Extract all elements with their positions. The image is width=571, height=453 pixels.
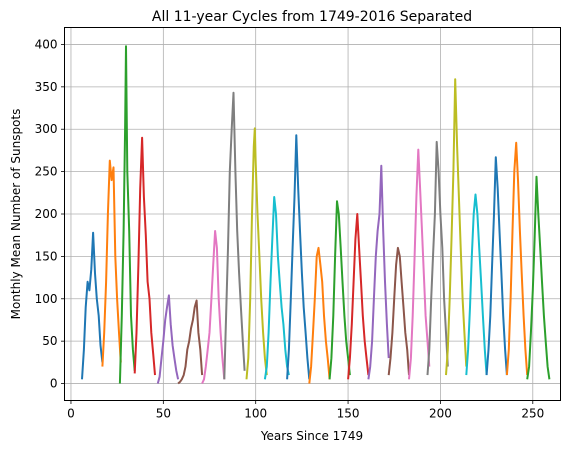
y-tick-label: 0 [50,377,58,391]
cycle-series-line [526,175,551,380]
y-tick-label: 50 [42,334,57,348]
y-tick-label: 300 [35,122,58,136]
cycle-series-line [426,140,449,376]
chart-title: All 11-year Cycles from 1749-2016 Separa… [152,9,472,25]
x-tick-label: 250 [521,407,544,421]
x-tick-label: 50 [156,407,171,421]
cycle-series-line [465,193,488,376]
ticks: 0 50 100 150 200 250 0 50 100 150 200 250 300 350 400 [35,37,545,420]
cycle-series-line [245,127,268,380]
cycle-series-line [81,231,104,380]
x-tick-label: 0 [67,407,75,421]
cycle-series-line [445,78,468,376]
cycle-series-line [347,213,370,380]
y-tick-label: 100 [35,292,58,306]
cycle-series-line [118,45,136,384]
cycle-series-line [367,164,390,380]
y-tick-label: 250 [35,165,58,179]
cycle-series-line [505,141,529,376]
cycle-series-line [286,134,311,380]
y-tick-label: 350 [35,80,58,94]
cycle-series-line [156,294,180,384]
cycle-series-line [177,299,204,385]
cycle-series-line [223,91,246,380]
cycle-series-line [201,230,226,384]
cycle-series-line [408,148,431,380]
y-axis-label: Monthly Mean Number of Sunspots [9,109,23,320]
x-tick-label: 100 [244,407,267,421]
cycle-series-line [263,196,290,380]
cycle-series-line [485,156,508,376]
x-tick-label: 200 [429,407,452,421]
x-axis-label: Years Since 1749 [260,429,363,443]
x-tick-label: 150 [337,407,360,421]
y-tick-label: 200 [35,207,58,221]
y-tick-label: 400 [35,37,58,51]
cycle-series-line [328,200,351,380]
cycle-series-line [387,246,410,376]
cycle-series-line [308,246,331,384]
y-tick-label: 150 [35,249,58,263]
cycle-series-line [133,136,156,376]
series-lines [81,45,551,385]
cycle-series-line [101,159,122,367]
